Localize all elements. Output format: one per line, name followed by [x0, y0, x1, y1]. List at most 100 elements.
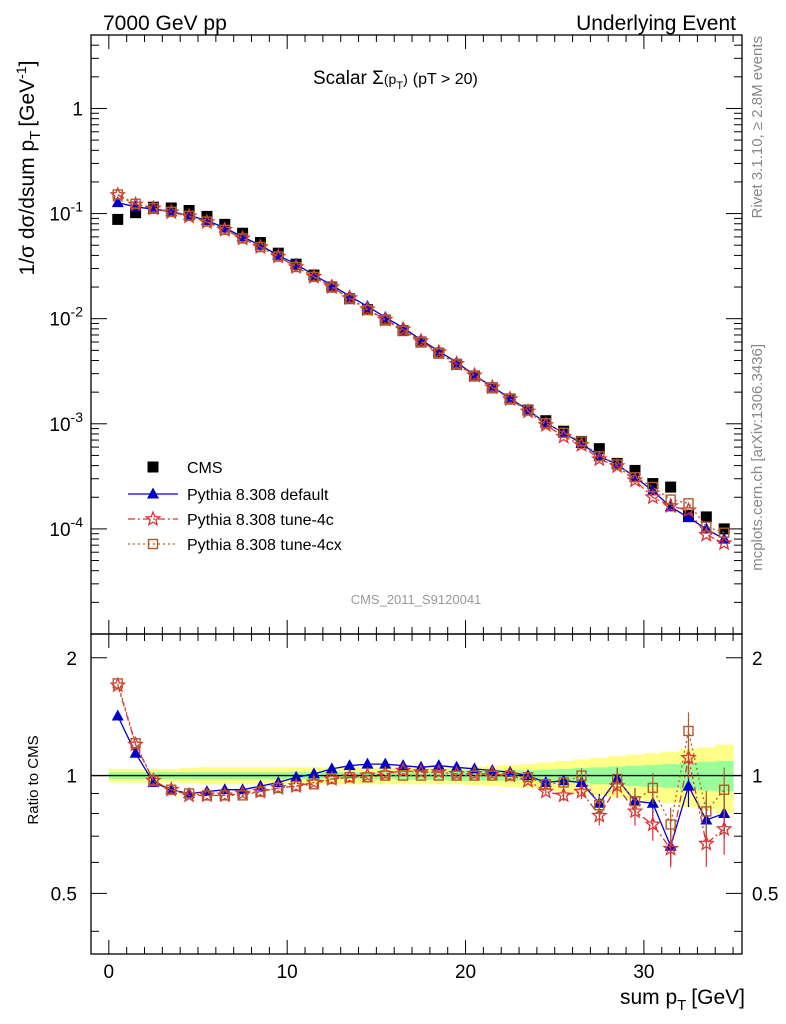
data-point	[647, 481, 659, 493]
ratio-point	[433, 770, 444, 781]
data-point	[255, 241, 266, 253]
legend-entry: Pythia 8.308 default	[128, 487, 329, 504]
chart-title: Scalar Σ(pT) (pT > 20)	[313, 68, 478, 92]
ratio-point	[486, 764, 499, 776]
ratio-point	[290, 770, 303, 782]
ratio-point	[451, 770, 462, 781]
ratio-point	[662, 839, 680, 856]
data-point	[451, 359, 462, 370]
ratio-point	[130, 737, 141, 749]
x-tick-label: 30	[633, 962, 654, 983]
ratio-point	[469, 770, 480, 781]
ratio-point	[558, 777, 569, 788]
ratio-tick-label-left: 0.5	[51, 884, 77, 905]
legend-marker	[147, 461, 159, 473]
ratio-point	[629, 796, 641, 807]
ratio-point	[343, 759, 356, 771]
ratio-point	[573, 782, 590, 799]
data-point	[644, 488, 662, 505]
ratio-tick-label-left: 2	[66, 649, 77, 670]
legend-entry: Pythia 8.308 tune-4cx	[128, 537, 342, 554]
data-point	[469, 370, 480, 382]
data-point	[325, 278, 338, 290]
ratio-point	[591, 806, 608, 823]
data-point	[665, 481, 677, 493]
data-point	[698, 525, 715, 542]
ratio-point	[201, 790, 213, 801]
ratio-tick-label-right: 1	[752, 767, 763, 788]
y-tick-label: 1	[72, 99, 83, 120]
ratio-point	[701, 806, 712, 817]
ratio-point	[594, 800, 605, 811]
ratio-series-2	[112, 678, 730, 844]
header-right: Underlying Event	[576, 12, 736, 35]
y-tick-label: 10-3	[49, 409, 83, 436]
mcplots-reference-text: mcplots.cern.ch [arXiv:1306.3436]	[749, 344, 766, 571]
data-point	[576, 436, 587, 447]
legend-label: Pythia 8.308 tune-4cx	[187, 537, 342, 554]
legend-entry: CMS	[147, 460, 223, 477]
data-point	[112, 213, 124, 225]
ratio-point	[487, 770, 498, 781]
ratio-point	[682, 779, 695, 791]
legend-label: Pythia 8.308 tune-4c	[187, 512, 334, 529]
data-point	[718, 527, 730, 538]
ratio-point	[273, 782, 284, 794]
data-point	[290, 261, 302, 273]
ratio-point	[379, 757, 392, 769]
x-axis-label: sum pT [GeV]	[620, 986, 745, 1014]
ratio-point	[683, 725, 694, 737]
ratio-point	[522, 772, 534, 783]
main-plot-series	[109, 186, 733, 551]
x-tick-label: 0	[104, 962, 115, 983]
ratio-point	[308, 779, 320, 790]
ratio-tick-label-left: 1	[66, 767, 77, 788]
ratio-point	[718, 784, 730, 795]
ratio-point	[397, 770, 409, 781]
ratio-line	[117, 683, 725, 827]
data-point	[218, 221, 231, 233]
data-point	[130, 207, 142, 219]
ratio-point	[698, 834, 715, 851]
data-point	[308, 271, 320, 283]
legend-label: CMS	[187, 460, 223, 477]
data-point	[433, 347, 444, 359]
data-point	[130, 198, 141, 209]
data-point	[504, 393, 516, 405]
data-point	[522, 405, 534, 416]
data-point	[380, 314, 391, 326]
legend-marker	[147, 538, 159, 550]
ratio-point	[255, 786, 266, 797]
data-point	[683, 498, 694, 509]
ratio-tick-label-right: 0.5	[752, 884, 778, 905]
ratio-point	[576, 770, 587, 781]
data-point	[112, 189, 123, 200]
ratio-point	[394, 761, 412, 778]
data-point	[701, 521, 712, 532]
x-tick-label: 10	[277, 962, 298, 983]
ratio-tick-label-right: 2	[752, 649, 763, 670]
legend-marker	[147, 487, 159, 499]
data-point	[362, 304, 373, 316]
ratio-point	[415, 770, 427, 781]
data-point	[611, 459, 623, 470]
ratio-point	[715, 820, 733, 837]
ratio-point	[112, 678, 123, 689]
ratio-point	[611, 773, 623, 785]
ratio-point	[326, 773, 337, 785]
ratio-point	[219, 790, 230, 801]
ratio-y-axis-label: Ratio to CMS	[25, 735, 42, 824]
ratio-point	[665, 819, 676, 830]
data-point	[201, 216, 213, 227]
ratio-point	[504, 770, 516, 781]
legend-label: Pythia 8.308 default	[187, 487, 329, 504]
data-point	[183, 210, 195, 222]
ratio-point	[111, 709, 124, 721]
data-point	[237, 233, 248, 244]
header-left: 7000 GeV pp	[103, 12, 227, 35]
data-point	[254, 238, 267, 250]
analysis-watermark: CMS_2011_S9120041	[351, 592, 482, 607]
data-point	[307, 268, 320, 280]
ratio-frame	[90, 633, 743, 955]
